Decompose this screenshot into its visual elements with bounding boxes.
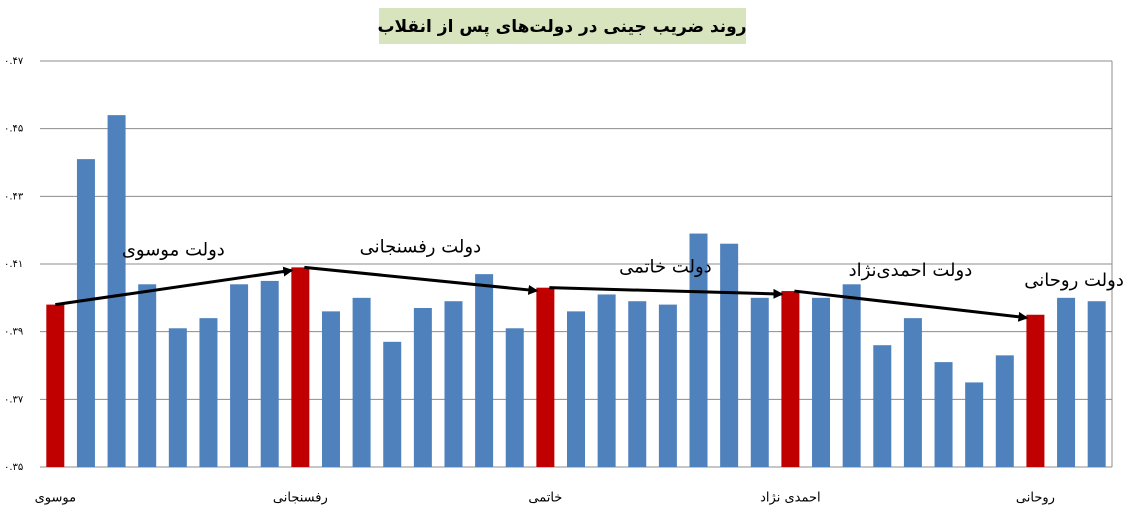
bar [720, 243, 739, 467]
bar [750, 297, 769, 467]
bar [873, 345, 892, 467]
bar [291, 267, 310, 467]
bar [168, 328, 187, 467]
y-tick-label: ۰.۴۵ [4, 124, 23, 135]
y-tick-label: ۰.۴۳ [4, 191, 24, 202]
bar [658, 304, 677, 467]
x-tick-label: موسوی [35, 491, 76, 506]
arrow [55, 266, 294, 307]
bar [505, 328, 524, 467]
x-tick-label: احمدی نژاد [760, 491, 821, 506]
bar [628, 301, 647, 467]
annotation: دولت خاتمی [619, 257, 712, 278]
bar [321, 311, 340, 467]
bar [413, 307, 432, 467]
annotation: دولت روحانی [1024, 270, 1124, 291]
y-tick-label: ۰.۳۵ [4, 462, 23, 473]
bar [1026, 314, 1045, 467]
x-tick-label: رفسنجانی [273, 491, 328, 506]
bar [76, 159, 95, 467]
bar [138, 284, 157, 467]
bar [842, 284, 861, 467]
bar [812, 297, 831, 467]
bar [1087, 301, 1106, 467]
bar [781, 291, 800, 467]
y-tick-label: ۰.۴۷ [4, 56, 24, 67]
y-tick-label: ۰.۳۷ [4, 394, 24, 405]
bar [260, 280, 279, 467]
bar [567, 311, 585, 467]
bar [199, 318, 218, 467]
bar [903, 318, 922, 467]
bar [383, 341, 402, 467]
bar [444, 301, 463, 467]
chart-title: روند ضریب جینی در دولت‌های پس از انقلاب [377, 17, 746, 37]
bar [1057, 297, 1076, 467]
annotation: دولت رفسنجانی [360, 236, 482, 257]
bar [352, 297, 371, 467]
bar [965, 382, 984, 467]
y-tick-label: ۰.۴۱ [4, 259, 23, 270]
annotation: دولت احمدی‌نژاد [849, 260, 973, 281]
bar [597, 294, 616, 467]
annotation: دولت موسوی [122, 239, 225, 260]
bar [46, 304, 65, 467]
x-tick-label: روحانی [1016, 491, 1055, 506]
arrow [549, 286, 784, 299]
y-tick-label: ۰.۳۹ [4, 327, 23, 338]
bar [107, 115, 126, 467]
arrow [794, 289, 1029, 322]
bar [536, 287, 555, 467]
bar [475, 274, 494, 467]
bar [230, 284, 249, 467]
title-box [379, 8, 746, 44]
bar [934, 362, 953, 467]
x-tick-label: خاتمی [528, 491, 562, 506]
bar [995, 355, 1014, 467]
arrow [304, 265, 539, 295]
